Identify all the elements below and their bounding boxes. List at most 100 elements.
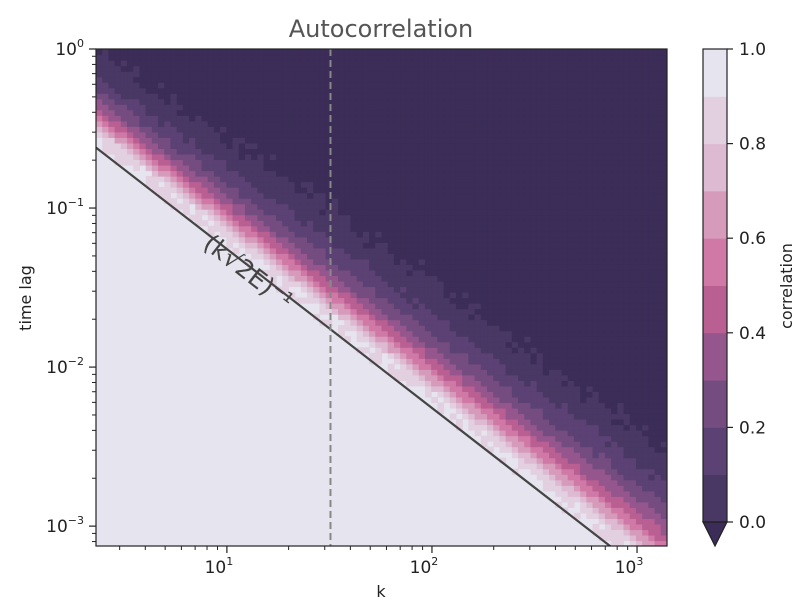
heatmap-cell: [555, 446, 563, 453]
heatmap-cell: [362, 203, 370, 210]
heatmap-cell: [319, 231, 327, 238]
heatmap-cell: [139, 120, 147, 127]
heatmap-cell: [511, 109, 519, 116]
heatmap-cell: [561, 176, 569, 183]
heatmap-cell: [493, 220, 501, 227]
heatmap-cell: [356, 60, 364, 67]
heatmap-cell: [170, 126, 178, 133]
heatmap-cell: [387, 253, 395, 260]
heatmap-cell: [505, 391, 513, 398]
heatmap-cell: [474, 280, 482, 288]
heatmap-cell: [524, 76, 532, 83]
heatmap-cell: [195, 120, 203, 127]
heatmap-cell: [487, 126, 494, 133]
heatmap-cell: [530, 148, 538, 155]
heatmap-cell: [549, 396, 556, 404]
heatmap-cell: [127, 120, 134, 127]
heatmap-cell: [400, 109, 407, 116]
heatmap-cell: [505, 137, 513, 144]
heatmap-cell: [313, 109, 321, 116]
heatmap-cell: [549, 380, 556, 387]
heatmap-cell: [443, 170, 451, 177]
heatmap-cell: [592, 286, 600, 293]
heatmap-cell: [344, 280, 352, 288]
heatmap-cell: [269, 49, 277, 56]
heatmap-cell: [449, 181, 457, 188]
heatmap-cell: [213, 220, 221, 227]
heatmap-cell: [555, 474, 563, 481]
heatmap-cell: [468, 341, 476, 348]
heatmap-cell: [455, 115, 463, 122]
heatmap-cell: [220, 131, 227, 138]
heatmap-cell: [263, 82, 271, 89]
heatmap-cell: [518, 131, 525, 138]
heatmap-cell: [139, 159, 147, 166]
heatmap-cell: [493, 203, 501, 210]
heatmap-cell: [393, 303, 401, 310]
heatmap-cell: [263, 214, 271, 221]
heatmap-cell: [530, 109, 538, 116]
heatmap-cell: [182, 153, 190, 161]
heatmap-cell: [275, 82, 283, 89]
heatmap-cell: [251, 253, 258, 260]
heatmap-cell: [269, 253, 277, 260]
heatmap-cell: [449, 352, 457, 359]
heatmap-cell: [400, 203, 407, 210]
heatmap-cell: [393, 291, 401, 299]
heatmap-cell: [455, 214, 463, 221]
heatmap-cell: [505, 435, 513, 442]
heatmap-cell: [549, 253, 556, 260]
heatmap-cell: [164, 170, 172, 177]
heatmap-cell: [158, 131, 165, 138]
heatmap-cell: [139, 49, 147, 56]
heatmap-cell: [269, 153, 277, 161]
heatmap-cell: [139, 93, 147, 100]
heatmap-cell: [505, 164, 513, 172]
heatmap-cell: [207, 225, 215, 232]
heatmap-cell: [226, 98, 234, 105]
heatmap-cell: [344, 93, 352, 100]
heatmap-cell: [213, 164, 221, 172]
heatmap-cell: [530, 369, 538, 376]
heatmap-cell: [319, 170, 327, 177]
heatmap-cell: [505, 269, 513, 277]
heatmap-cell: [549, 463, 556, 470]
heatmap-cell: [344, 264, 352, 271]
heatmap-cell: [580, 60, 587, 67]
heatmap-cell: [431, 60, 438, 67]
heatmap-cell: [499, 291, 507, 299]
heatmap-cell: [393, 369, 401, 376]
heatmap-cell: [331, 181, 339, 188]
heatmap-cell: [424, 54, 432, 61]
heatmap-cell: [344, 159, 352, 166]
heatmap-cell: [573, 220, 581, 227]
heatmap-cell: [387, 131, 395, 138]
heatmap-cell: [226, 236, 234, 243]
heatmap-cell: [530, 457, 538, 464]
heatmap-cell: [418, 120, 426, 127]
heatmap-cell: [362, 264, 370, 271]
heatmap-cell: [567, 303, 575, 310]
heatmap-cell: [400, 120, 407, 127]
heatmap-cell: [549, 319, 556, 326]
heatmap-cell: [536, 65, 544, 72]
heatmap-cell: [300, 297, 308, 304]
heatmap-cell: [325, 308, 333, 315]
heatmap-cell: [480, 137, 488, 144]
heatmap-cell: [536, 441, 544, 448]
heatmap-cell: [232, 203, 240, 210]
heatmap-cell: [244, 65, 252, 72]
heatmap-cell: [455, 104, 463, 111]
heatmap-cell: [468, 242, 476, 249]
heatmap-cell: [443, 131, 451, 138]
heatmap-cell: [369, 176, 376, 183]
heatmap-cell: [369, 65, 376, 72]
heatmap-cell: [362, 93, 370, 100]
heatmap-cell: [524, 148, 532, 155]
heatmap-cell: [573, 137, 581, 144]
heatmap-cell: [201, 49, 209, 56]
heatmap-cell: [468, 347, 476, 354]
heatmap-cell: [313, 49, 321, 56]
heatmap-cell: [424, 214, 432, 221]
heatmap-cell: [114, 71, 122, 78]
